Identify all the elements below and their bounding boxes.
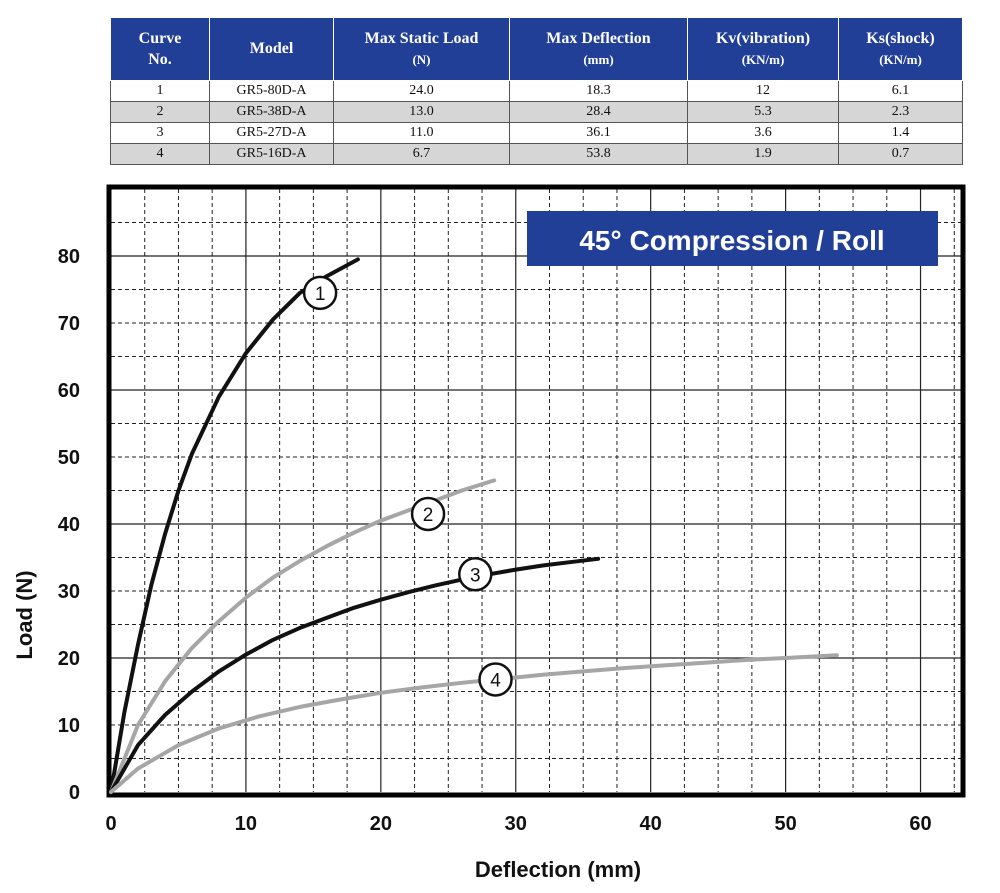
curve-label-text: 4 [490, 670, 501, 691]
curve-label-1: 1 [302, 275, 338, 311]
cell: 2.3 [838, 101, 963, 123]
cell: 3.6 [687, 122, 839, 144]
cell: 53.8 [509, 143, 688, 165]
curve-labels: 1 2 3 4 [302, 275, 513, 697]
x-tick-label: 0 [105, 813, 116, 835]
chart-grid [111, 189, 961, 792]
chart-series [109, 257, 839, 794]
curve-label-4: 4 [478, 662, 513, 697]
header-model: Model [209, 17, 334, 81]
x-tick-label: 30 [505, 813, 527, 835]
cell: 3 [110, 122, 210, 144]
curve-label-3: 3 [458, 557, 493, 592]
series-line-1 [109, 257, 360, 794]
load-deflection-chart: 1 2 3 4 0 10 20 30 40 50 60 0 10 20 30 40 50 60 70 80 45° … [12, 184, 966, 882]
cell: GR5-80D-A [209, 80, 334, 102]
chart-title: 45° Compression / Roll [579, 225, 884, 256]
y-tick-label: 50 [58, 447, 80, 469]
cell: 11.0 [333, 122, 510, 144]
cell: 24.0 [333, 80, 510, 102]
x-tick-label: 60 [909, 813, 931, 835]
cell: 12 [687, 80, 839, 102]
cell: 0.7 [838, 143, 963, 165]
title-box-bg [527, 211, 938, 266]
cell: 2 [110, 101, 210, 123]
x-axis-title: Deflection (mm) [475, 857, 641, 882]
cell: 18.3 [509, 80, 688, 102]
table-header-row: Curve No. Model Max Static Load (N) Max De… [110, 17, 963, 81]
header-max-deflection: Max Deflection (mm) [509, 17, 688, 81]
header-curve-no: Curve No. [110, 17, 210, 81]
y-tick-label: 70 [58, 313, 80, 335]
cell: 1.4 [838, 122, 963, 144]
table-row: 4 GR5-16D-A 6.7 53.8 1.9 0.7 [110, 143, 963, 165]
plot-frame [106, 184, 966, 798]
series-line-4 [109, 653, 839, 794]
cell: 6.1 [838, 80, 963, 102]
spec-table: Curve No. Model Max Static Load (N) Max De… [110, 17, 963, 165]
y-tick-label: 10 [58, 715, 80, 737]
x-tick-label: 20 [370, 813, 392, 835]
table-row: 1 GR5-80D-A 24.0 18.3 12 6.1 [110, 80, 963, 102]
chart-title-box: 45° Compression / Roll [527, 211, 938, 266]
curve-label-2: 2 [410, 496, 446, 532]
y-tick-label: 40 [58, 514, 80, 536]
table-row: 2 GR5-38D-A 13.0 28.4 5.3 2.3 [110, 101, 963, 123]
cell: 1.9 [687, 143, 839, 165]
cell: 13.0 [333, 101, 510, 123]
curve-label-text: 3 [470, 565, 481, 586]
y-tick-label: 30 [58, 581, 80, 603]
x-tick-label: 40 [640, 813, 662, 835]
curve-label-circle [478, 662, 513, 697]
cell: GR5-38D-A [209, 101, 334, 123]
header-max-static-load: Max Static Load (N) [333, 17, 510, 81]
curve-label-text: 2 [423, 505, 434, 526]
cell: GR5-16D-A [209, 143, 334, 165]
y-tick-label: 80 [58, 246, 80, 268]
cell: 36.1 [509, 122, 688, 144]
cell: 4 [110, 143, 210, 165]
y-tick-label: 60 [58, 380, 80, 402]
curve-label-text: 1 [315, 284, 326, 305]
series-line-3 [109, 556, 601, 794]
y-axis-title: Load (N) [12, 570, 37, 659]
x-tick-label: 50 [774, 813, 796, 835]
axis-ticks: 0 10 20 30 40 50 60 0 10 20 30 40 50 60 70 80 [58, 246, 932, 835]
cell: 1 [110, 80, 210, 102]
table-row: 3 GR5-27D-A 11.0 36.1 3.6 1.4 [110, 122, 963, 144]
curve-label-circle [458, 557, 493, 592]
x-tick-label: 10 [235, 813, 257, 835]
curve-label-circle [302, 275, 338, 311]
cell: GR5-27D-A [209, 122, 334, 144]
header-ks: Ks(shock) (KN/m) [838, 17, 963, 81]
y-tick-label: 20 [58, 648, 80, 670]
cell: 5.3 [687, 101, 839, 123]
y-tick-label: 0 [69, 782, 80, 804]
header-kv: Kv(vibration) (KN/m) [687, 17, 839, 81]
cell: 28.4 [509, 101, 688, 123]
curve-label-circle [410, 496, 446, 532]
cell: 6.7 [333, 143, 510, 165]
